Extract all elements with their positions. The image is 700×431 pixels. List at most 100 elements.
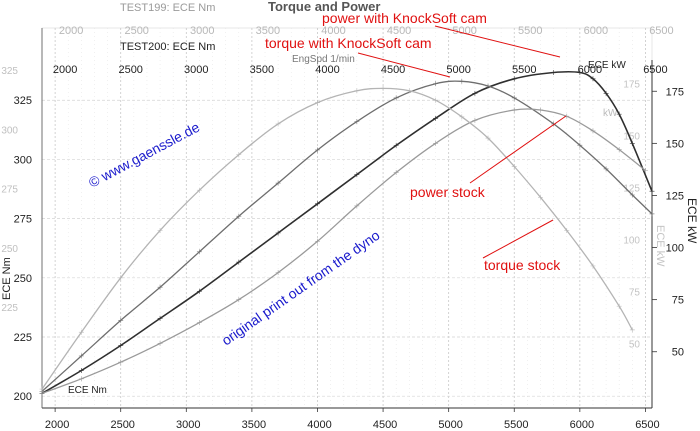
right-tick-label-faded: 75 [629,288,641,299]
left-tick-label-faded: 225 [1,303,18,314]
x-tick-label-top-faded: 4500 [387,25,411,37]
annotation-lines [357,25,567,259]
data-point-power-stock [590,128,596,134]
left-axis-label: ECE Nm [1,257,13,300]
x-tick-label-top-faded: 4000 [321,25,345,37]
left-tick-label: 250 [14,273,32,285]
data-point-torque-with-knocksoft-cam [393,95,399,101]
left-tick-label-faded: 300 [1,125,18,136]
right-tick-label: 75 [672,295,684,307]
data-point-power-stock [472,117,478,123]
data-point-power-stock [39,390,45,396]
right-tick-label: 100 [666,243,684,255]
engspd-label: EngSpd 1/min [292,54,355,65]
left-tick-label: 275 [14,214,32,226]
x-tick-label-top: 3000 [184,64,208,76]
data-point-torque-stock [406,88,412,94]
x-tick-label-top-faded: 5000 [452,25,476,37]
data-point-power-with-knocksoft-cam [629,140,635,146]
series-line-power-stock [41,108,646,395]
left-tick-label: 200 [14,391,32,403]
data-point-power-stock [314,238,320,244]
data-point-power-stock [236,297,242,303]
x-ticks-top-faded: 2000 2500 3000 3500 4000 4500 5000 5500 6000 6500 [59,25,674,37]
data-point-torque-stock [511,164,517,170]
ece-kw-faded-label: kW [603,108,618,119]
data-point-torque-stock [537,194,543,200]
data-point-power-stock [118,359,124,365]
x-tick-label-top-faded: 3000 [190,25,214,37]
data-point-power-with-knocksoft-cam [472,90,478,96]
data-point-power-with-knocksoft-cam [616,111,622,117]
data-point-power-stock [616,147,622,153]
data-point-power-with-knocksoft-cam [236,259,242,265]
data-point-power-stock [354,203,360,209]
annotation-torque-cam: torque with KnockSoft cam [265,35,432,51]
data-point-torque-stock [157,227,163,233]
series-line-torque-stock [41,87,633,390]
data-point-torque-with-knocksoft-cam [649,211,655,217]
data-point-torque-with-knocksoft-cam [485,83,491,89]
data-point-torque-with-knocksoft-cam [459,78,465,84]
data-point-torque-with-knocksoft-cam [275,180,281,186]
data-point-torque-stock [590,263,596,269]
x-tick-label-bottom: 2500 [110,419,134,431]
right-tick-label-faded: 50 [629,340,641,351]
data-point-power-with-knocksoft-cam [354,172,360,178]
right-tick-label-faded: 100 [623,236,640,247]
y-ticks-left-faded: 325 300 275 250 225 [1,66,18,314]
data-point-power-with-knocksoft-cam [314,201,320,207]
data-point-torque-with-knocksoft-cam [577,142,583,148]
right-tick-label-faded: 125 [623,183,640,194]
data-point-power-with-knocksoft-cam [590,76,596,82]
dyno-note: original print out from the dyno [219,227,383,349]
x-tick-label-top: 5500 [512,64,536,76]
series-line-power-with-knocksoft-cam [41,70,653,395]
data-point-power-stock [196,320,202,326]
x-tick-label-bottom: 3500 [242,419,266,431]
x-tick-label-top-faded: 5500 [518,25,542,37]
x-tick-label-bottom: 4000 [307,419,331,431]
data-point-torque-stock [78,329,84,335]
data-point-power-with-knocksoft-cam [118,342,124,348]
data-point-power-with-knocksoft-cam [577,70,583,76]
data-point-power-with-knocksoft-cam [157,315,163,321]
x-tick-label-top: 5000 [446,64,470,76]
left-tick-label: 300 [14,154,32,166]
data-point-power-stock [157,340,163,346]
y-ticks-right: 50 75 100 125 150 175 [652,86,684,359]
right-tick-label-faded: 150 [623,131,640,142]
data-point-torque-with-knocksoft-cam [118,317,124,323]
left-tick-label-faded: 250 [1,244,18,255]
test199-label: TEST199: ECE Nm [120,2,215,14]
right-axis-label-faded: ECE kW [654,225,666,267]
right-tick-label: 175 [666,86,684,98]
x-tick-label-bottom: 5000 [438,419,462,431]
data-point-torque-with-knocksoft-cam [236,213,242,219]
data-point-torque-stock [485,135,491,141]
x-tick-label-bottom: 6500 [635,419,659,431]
data-point-torque-with-knocksoft-cam [196,249,202,255]
data-point-power-stock [433,140,439,146]
left-tick-label-faded: 325 [1,66,18,77]
data-point-torque-stock [433,97,439,103]
data-point-power-with-knocksoft-cam [511,76,517,82]
data-point-power-with-knocksoft-cam [393,142,399,148]
left-tick-label-faded: 275 [1,185,18,196]
x-tick-label-top-faded: 3500 [256,25,280,37]
ece-kw-top-label: ECE kW [588,60,626,71]
x-tick-label-top: 2500 [118,64,142,76]
data-point-power-stock [78,376,84,382]
right-tick-label: 125 [666,190,684,202]
data-point-torque-stock [564,227,570,233]
data-point-torque-with-knocksoft-cam [354,119,360,125]
x-tick-label-bottom: 3000 [176,419,200,431]
data-point-power-with-knocksoft-cam [603,90,609,96]
right-tick-label-faded: 175 [623,79,640,90]
data-point-torque-with-knocksoft-cam [511,95,517,101]
data-point-torque-stock [39,386,45,392]
grid-layer [41,27,653,409]
data-point-power-with-knocksoft-cam [275,230,281,236]
data-point-torque-with-knocksoft-cam [314,147,320,153]
data-point-power-stock [393,170,399,176]
